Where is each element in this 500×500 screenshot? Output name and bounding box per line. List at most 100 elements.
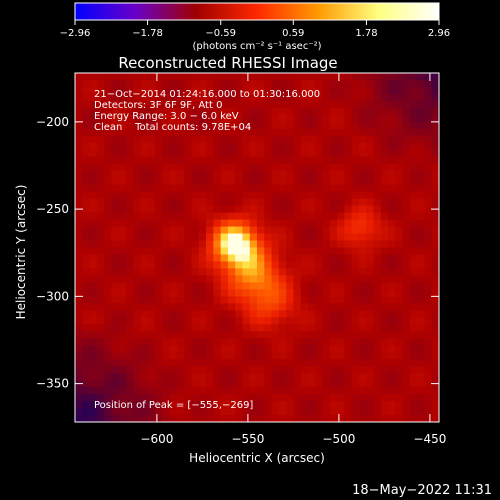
heatmap-cell <box>307 401 316 409</box>
heatmap-cell <box>366 226 374 234</box>
heatmap-cell <box>388 373 396 381</box>
heatmap-cell <box>344 170 353 179</box>
heatmap-cell <box>337 205 345 213</box>
heatmap-cell <box>191 338 200 346</box>
heatmap-cell <box>235 191 243 200</box>
heatmap-cell <box>111 205 120 213</box>
heatmap-cell <box>431 212 440 220</box>
annotation-energy-range: Energy Range: 3.0 − 6.0 keV <box>94 111 239 122</box>
heatmap-cell <box>249 149 258 158</box>
heatmap-cell <box>366 79 374 88</box>
heatmap-cell <box>176 275 185 283</box>
heatmap-cell <box>264 86 272 95</box>
heatmap-cell <box>184 401 192 409</box>
heatmap-cell <box>206 240 214 248</box>
heatmap-cell <box>351 366 360 374</box>
heatmap-cell <box>227 205 236 213</box>
heatmap-cell <box>176 198 185 207</box>
heatmap-cell <box>417 100 425 109</box>
heatmap-cell <box>155 317 163 325</box>
heatmap-cell <box>75 254 83 262</box>
heatmap-cell <box>424 156 433 165</box>
heatmap-cell <box>140 219 149 227</box>
heatmap-cell <box>373 310 382 318</box>
heatmap-cell <box>169 107 178 116</box>
heatmap-cell <box>125 142 134 151</box>
heatmap-cell <box>293 254 302 262</box>
heatmap-cell <box>242 149 251 158</box>
heatmap-cell <box>96 331 105 339</box>
heatmap-cell <box>220 387 229 395</box>
heatmap-cell <box>111 324 120 332</box>
heatmap-cell <box>111 128 120 137</box>
heatmap-cell <box>111 177 120 186</box>
heatmap-cell <box>227 226 236 234</box>
heatmap-cell <box>147 275 156 283</box>
heatmap-cell <box>351 317 360 325</box>
heatmap-cell <box>75 156 83 165</box>
heatmap-cell <box>337 149 345 158</box>
heatmap-cell <box>104 415 112 423</box>
heatmap-cell <box>271 170 280 179</box>
heatmap-cell <box>366 401 374 409</box>
heatmap-cell <box>329 366 338 374</box>
heatmap-cell <box>213 100 221 109</box>
heatmap-cell <box>184 317 192 325</box>
heatmap-cell <box>344 254 353 262</box>
heatmap-cell <box>388 135 396 144</box>
heatmap-cell <box>293 345 302 353</box>
heatmap-cell <box>75 219 83 227</box>
heatmap-cell <box>155 338 163 346</box>
heatmap-cell <box>417 408 425 416</box>
heatmap-cell <box>227 303 236 311</box>
heatmap-cell <box>206 121 214 130</box>
heatmap-cell <box>213 401 221 409</box>
heatmap-cell <box>380 394 389 402</box>
heatmap-cell <box>133 107 141 116</box>
heatmap-cell <box>125 219 134 227</box>
heatmap-cell <box>366 205 374 213</box>
heatmap-cell <box>337 212 345 220</box>
heatmap-cell <box>155 380 163 388</box>
heatmap-cell <box>373 366 382 374</box>
heatmap-cell <box>227 338 236 346</box>
heatmap-cell <box>300 240 309 248</box>
heatmap-cell <box>220 100 229 109</box>
heatmap-cell <box>104 380 112 388</box>
heatmap-cell <box>176 401 185 409</box>
heatmap-cell <box>264 240 272 248</box>
heatmap-cell <box>220 296 229 304</box>
heatmap-cell <box>307 352 316 360</box>
heatmap-cell <box>133 387 141 395</box>
x-axis-ticks: −600 −550 −500 −450 <box>140 73 446 446</box>
heatmap-cell <box>111 240 120 248</box>
heatmap-cell <box>264 226 272 234</box>
heatmap-cell <box>235 373 243 381</box>
heatmap-cell <box>249 394 258 402</box>
heatmap-cell <box>75 303 83 311</box>
heatmap-cell <box>140 338 149 346</box>
heatmap-cell <box>286 310 294 318</box>
heatmap-cell <box>125 317 134 325</box>
heatmap-cell <box>206 177 214 186</box>
heatmap-cell <box>307 387 316 395</box>
heatmap-cell <box>184 93 192 102</box>
heatmap-cell <box>300 261 309 269</box>
heatmap-cell <box>344 345 353 353</box>
heatmap-cell <box>358 366 367 374</box>
heatmap-cell <box>424 310 433 318</box>
heatmap-cell <box>111 121 120 130</box>
heatmap-cell <box>75 240 83 248</box>
heatmap-cell <box>409 303 418 311</box>
heatmap-cell <box>366 149 374 158</box>
heatmap-cell <box>358 268 367 276</box>
heatmap-cell <box>96 359 105 367</box>
heatmap-cell <box>431 303 440 311</box>
heatmap-cell <box>206 394 214 402</box>
heatmap-cell <box>169 310 178 318</box>
heatmap-cell <box>358 121 367 130</box>
heatmap-cell <box>358 149 367 158</box>
heatmap-cell <box>191 219 200 227</box>
heatmap-cell <box>337 324 345 332</box>
heatmap-cell <box>184 387 192 395</box>
